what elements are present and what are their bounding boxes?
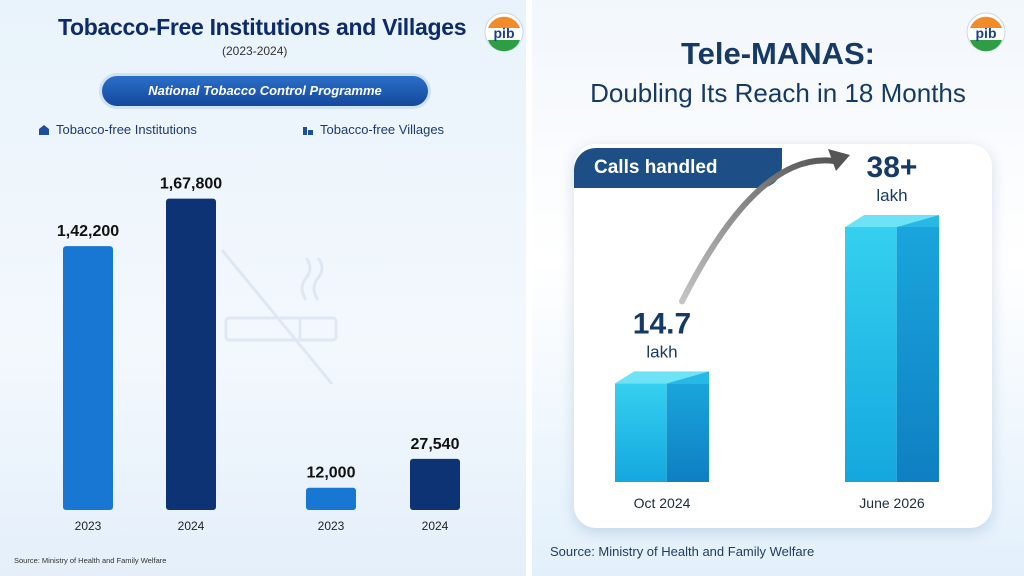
x-tick-label: 2023: [75, 519, 102, 533]
left-subtitle: (2023-2024): [222, 44, 288, 58]
bar-value-label: 1,42,200: [57, 223, 119, 240]
no-smoking-watermark-icon: [220, 249, 338, 385]
bar-institutions-2023: [63, 246, 113, 510]
growth-arrowhead-icon: [828, 148, 850, 171]
left-title: Tobacco-Free Institutions and Villages: [58, 14, 467, 40]
tobacco-free-infographic: Tobacco-Free Institutions and Villages (…: [0, 0, 526, 576]
tobacco-free-bar-chart: 1,42,200 2023 1,67,800 2024 12,000 2023 27,540…: [57, 176, 460, 533]
right-title-line1: Tele-MANAS:: [680, 36, 876, 71]
pib-logo-icon: pib: [484, 12, 524, 52]
x-tick-label: 2023: [318, 519, 345, 533]
bar-villages-2023: [306, 487, 356, 510]
legend-villages: Tobacco-free Villages: [320, 122, 445, 137]
building-icon: [39, 125, 49, 135]
village-icon: [303, 127, 313, 135]
bar-calls-1: [845, 214, 939, 482]
calls-handled-bar-chart: 14.7 lakh Oct 2024 38+ lakh June 2026: [615, 148, 939, 511]
right-title-line2: Doubling Its Reach in 18 Months: [590, 78, 966, 108]
bar-unit-label: lakh: [646, 342, 677, 361]
bar-villages-2024: [410, 458, 460, 510]
bar-calls-0: [615, 371, 709, 482]
bar-institutions-2024: [166, 198, 216, 511]
bar-value-label: 1,67,800: [160, 176, 222, 193]
calls-handled-tab: Calls handled: [574, 148, 782, 188]
calls-handled-label: Calls handled: [594, 157, 718, 178]
x-tick-label: 2024: [178, 519, 205, 533]
pib-logo-icon: pib: [966, 12, 1006, 52]
svg-text:pib: pib: [494, 25, 515, 41]
right-source: Source: Ministry of Health and Family We…: [550, 544, 815, 559]
bar-value-label: 27,540: [411, 436, 460, 453]
bar-value-label: 12,000: [307, 465, 356, 482]
programme-label: National Tobacco Control Programme: [148, 83, 382, 98]
svg-text:pib: pib: [976, 25, 997, 41]
bar-value-label: 14.7: [633, 307, 691, 340]
growth-arrow-icon: [679, 157, 837, 305]
bar-value-label: 38+: [867, 151, 918, 184]
programme-banner: National Tobacco Control Programme: [102, 76, 428, 106]
tele-manas-infographic: pib Tele-MANAS: Doubling Its Reach in 18…: [532, 0, 1024, 576]
left-source: Source: Ministry of Health and Family We…: [14, 556, 167, 565]
x-tick-label: June 2026: [859, 495, 925, 511]
x-tick-label: 2024: [422, 519, 449, 533]
legend-institutions: Tobacco-free Institutions: [56, 122, 197, 137]
x-tick-label: Oct 2024: [634, 495, 691, 511]
bar-unit-label: lakh: [876, 186, 907, 205]
